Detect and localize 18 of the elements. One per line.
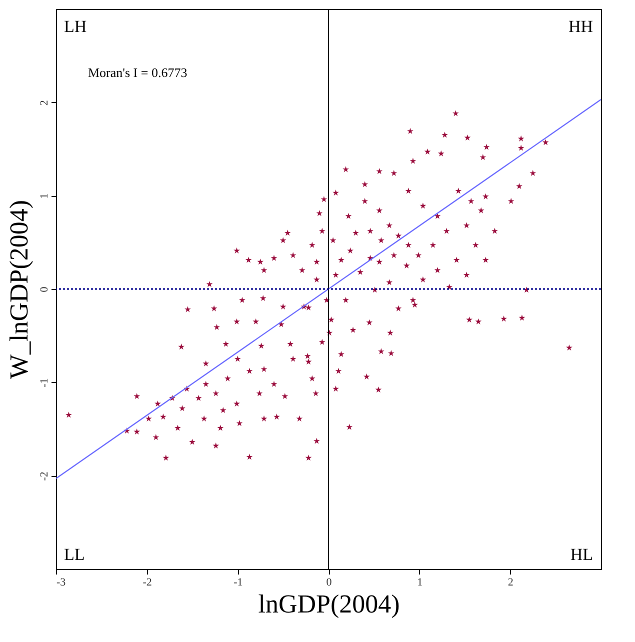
x-tick-label: 0 <box>326 576 332 588</box>
x-tick-label: -2 <box>142 576 152 588</box>
y-tick-label: 1 <box>38 193 50 199</box>
x-tick-label: 2 <box>508 576 514 588</box>
annotation: Moran's I = 0.6773 <box>88 65 188 80</box>
annotation: LL <box>64 545 85 564</box>
y-tick-label: 0 <box>38 286 50 292</box>
y-tick-label: -1 <box>38 378 50 388</box>
y-axis-title: W_lnGDP(2004) <box>4 200 34 380</box>
annotation: HH <box>568 17 593 36</box>
annotation: LH <box>64 17 87 36</box>
x-axis-title: lnGDP(2004) <box>258 590 400 618</box>
y-tick-label: -2 <box>38 472 50 481</box>
x-tick-label: 1 <box>417 576 423 588</box>
x-tick-label: -3 <box>56 576 66 588</box>
x-tick-label: -1 <box>234 576 243 588</box>
annotation: HL <box>570 545 593 564</box>
y-tick-label: 2 <box>38 100 50 106</box>
